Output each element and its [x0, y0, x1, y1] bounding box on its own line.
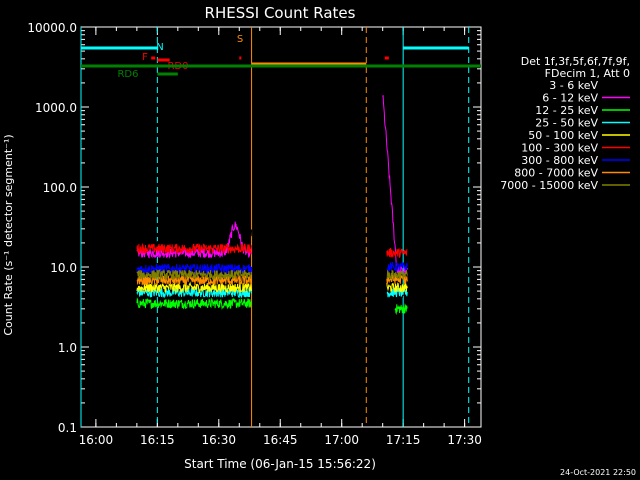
x-tick-label: 16:00 — [79, 433, 114, 447]
legend-entry-label: 100 - 300 keV — [521, 142, 598, 155]
legend-title-line2: FDecim 1, Att 0 — [545, 67, 630, 80]
legend-entry-label: 25 - 50 keV — [535, 117, 598, 130]
flag-label: RD6 — [117, 69, 138, 80]
flag-label: S — [237, 34, 243, 45]
plot-timestamp: 24-Oct-2021 22:50 — [560, 468, 636, 477]
legend-entry-label: 3 - 6 keV — [549, 79, 598, 92]
x-tick-label: 17:30 — [447, 433, 482, 447]
series-line — [136, 274, 253, 286]
y-tick-label: 10.0 — [50, 261, 77, 275]
series-line — [386, 262, 408, 272]
y-tick-label: 10000.0 — [27, 21, 77, 35]
legend: Det 1f,3f,5f,6f,7f,9f, FDecim 1, Att 0 3… — [500, 55, 630, 192]
x-axis-label: Start Time (06-Jan-15 15:56:22) — [184, 457, 376, 471]
series-line — [136, 281, 253, 294]
legend-entry-label: 800 - 7000 keV — [514, 167, 598, 180]
plot-area: 0.1 1.0 10.0 100.0 1000.0 10000.0 16:00 16:15 16… — [27, 21, 482, 447]
legend-entry-label: 12 - 25 keV — [535, 104, 598, 117]
series-line — [136, 297, 253, 311]
x-tick-label: 17:15 — [386, 433, 421, 447]
chart-title: RHESSI Count Rates — [205, 4, 356, 22]
series-line — [386, 248, 408, 258]
series-line — [382, 95, 408, 275]
y-tick-label: 100.0 — [43, 181, 77, 195]
y-tick-label: 1000.0 — [35, 101, 77, 115]
y-tick-label: 1.0 — [58, 341, 77, 355]
flag-label: N — [156, 42, 163, 53]
series-line — [136, 242, 253, 255]
series-line — [136, 263, 253, 276]
legend-entry-label: 50 - 100 keV — [528, 129, 598, 142]
flag-label: F — [142, 52, 148, 63]
series-line — [386, 269, 408, 280]
x-tick-label: 16:45 — [263, 433, 298, 447]
x-tick-label: 17:00 — [324, 433, 359, 447]
legend-title-line1: Det 1f,3f,5f,6f,7f,9f, — [521, 55, 630, 68]
series-line — [386, 282, 408, 293]
x-tick-label: 16:15 — [140, 433, 175, 447]
series-line — [394, 303, 408, 316]
legend-entry-label: 6 - 12 keV — [542, 92, 598, 105]
legend-entry-label: 300 - 800 keV — [521, 154, 598, 167]
legend-entry-label: 7000 - 15000 keV — [500, 179, 598, 192]
series-line — [136, 268, 253, 282]
x-tick-label: 16:30 — [201, 433, 236, 447]
y-axis-label: Count Rate (s⁻¹ detector segment⁻¹) — [2, 134, 15, 335]
y-tick-label: 0.1 — [58, 421, 77, 435]
series-line — [136, 221, 253, 259]
plot-frame — [80, 26, 482, 428]
